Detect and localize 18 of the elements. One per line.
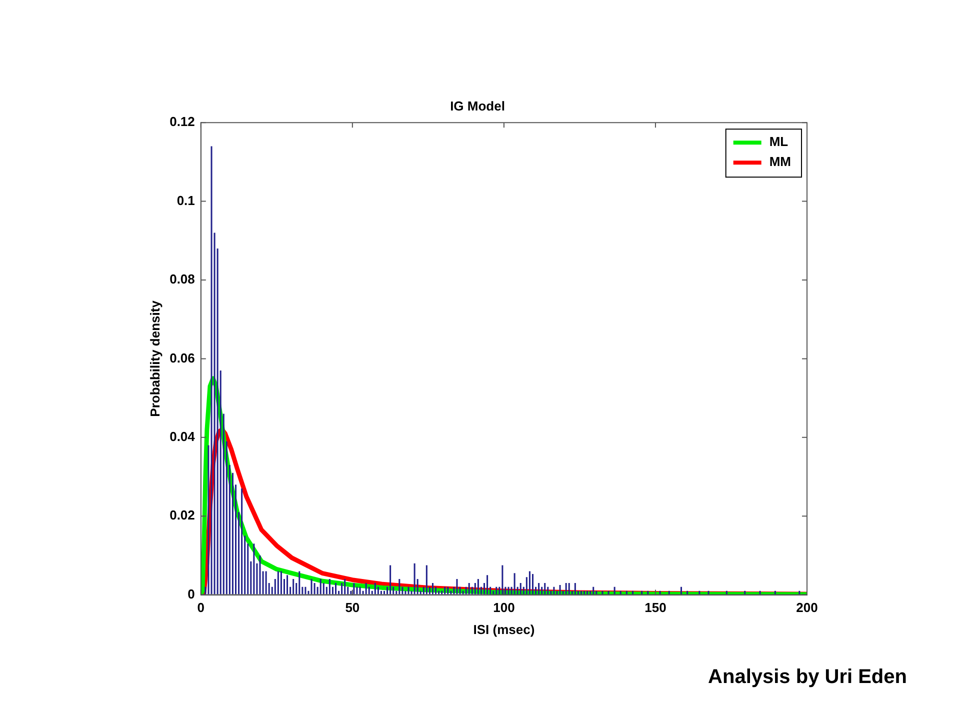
text: Analysis by Uri Eden <box>708 666 907 689</box>
legend-label: MM <box>769 154 792 170</box>
x-tick-label: 200 <box>796 600 818 616</box>
legend-label: ML <box>769 134 788 150</box>
y-tick-label: 0.08 <box>170 272 195 287</box>
x-tick-label: 0 <box>197 600 205 616</box>
y-tick-label: 0 <box>188 586 195 602</box>
x-tick-label: 50 <box>345 600 360 616</box>
y-tick-label: 0.04 <box>170 428 196 444</box>
y-tick-label: 0.06 <box>170 350 195 366</box>
y-tick-label: 0.12 <box>170 114 195 130</box>
y-axis-title: Probability density <box>147 300 162 417</box>
x-tick-label: 100 <box>493 600 515 616</box>
y-tick-label: 0.02 <box>170 508 195 523</box>
x-axis-title: ISI (msec) <box>473 622 535 637</box>
chart-title: IG Model <box>450 98 505 114</box>
x-tick-label: 150 <box>644 600 666 616</box>
y-tick-label: 0.1 <box>176 192 195 208</box>
